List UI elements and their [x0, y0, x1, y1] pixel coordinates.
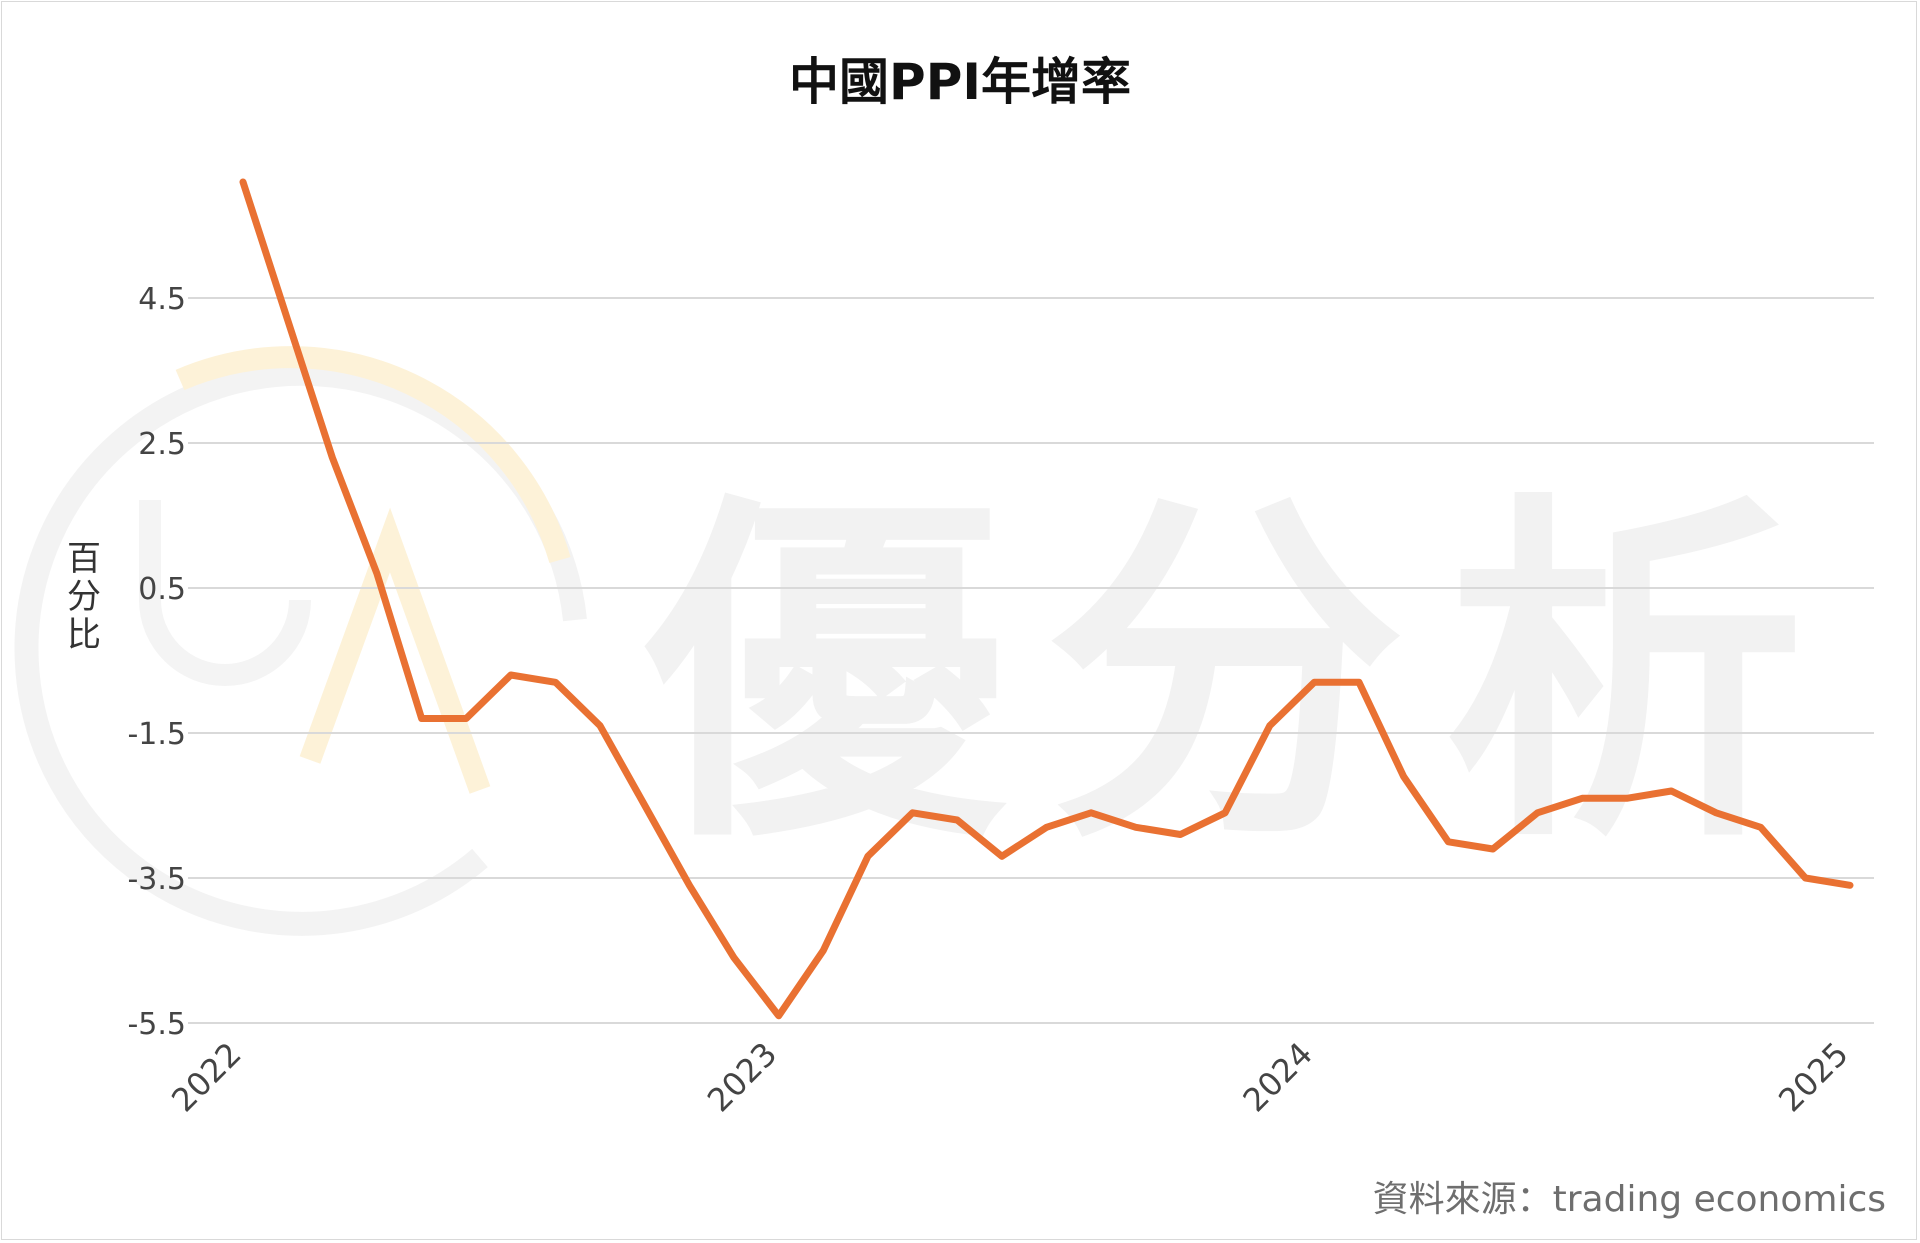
- y-tick-label: 4.5: [138, 282, 186, 317]
- source-note: 資料來源：trading economics: [1372, 1179, 1886, 1220]
- y-tick-label: 2.5: [138, 427, 186, 462]
- series-line-ppi: [239, 178, 1854, 1020]
- watermark-a-shape: [299, 507, 491, 794]
- y-tick-label: -1.5: [127, 717, 186, 752]
- x-tick-label: 2024: [1236, 1035, 1320, 1119]
- y-axis-ticks: 4.5 2.5 0.5 -1.5 -3.5 -5.5: [127, 282, 186, 1042]
- x-tick-label: 2022: [164, 1035, 248, 1119]
- y-tick-label: -5.5: [127, 1007, 186, 1042]
- y-axis-label: 百分比: [67, 539, 101, 655]
- chart-title: 中國PPI年增率: [789, 53, 1131, 111]
- watermark-u-shape: [139, 500, 311, 686]
- x-tick-label: 2023: [700, 1035, 784, 1119]
- x-axis-ticks: 2022 2023 2024 2025: [164, 1035, 1855, 1119]
- y-tick-label: -3.5: [127, 862, 186, 897]
- gridlines: [188, 297, 1874, 1024]
- y-tick-label: 0.5: [138, 572, 186, 607]
- watermark-text: 優分析: [639, 466, 1845, 885]
- x-tick-label: 2025: [1771, 1035, 1855, 1119]
- watermark-arc-accent: [175, 346, 571, 564]
